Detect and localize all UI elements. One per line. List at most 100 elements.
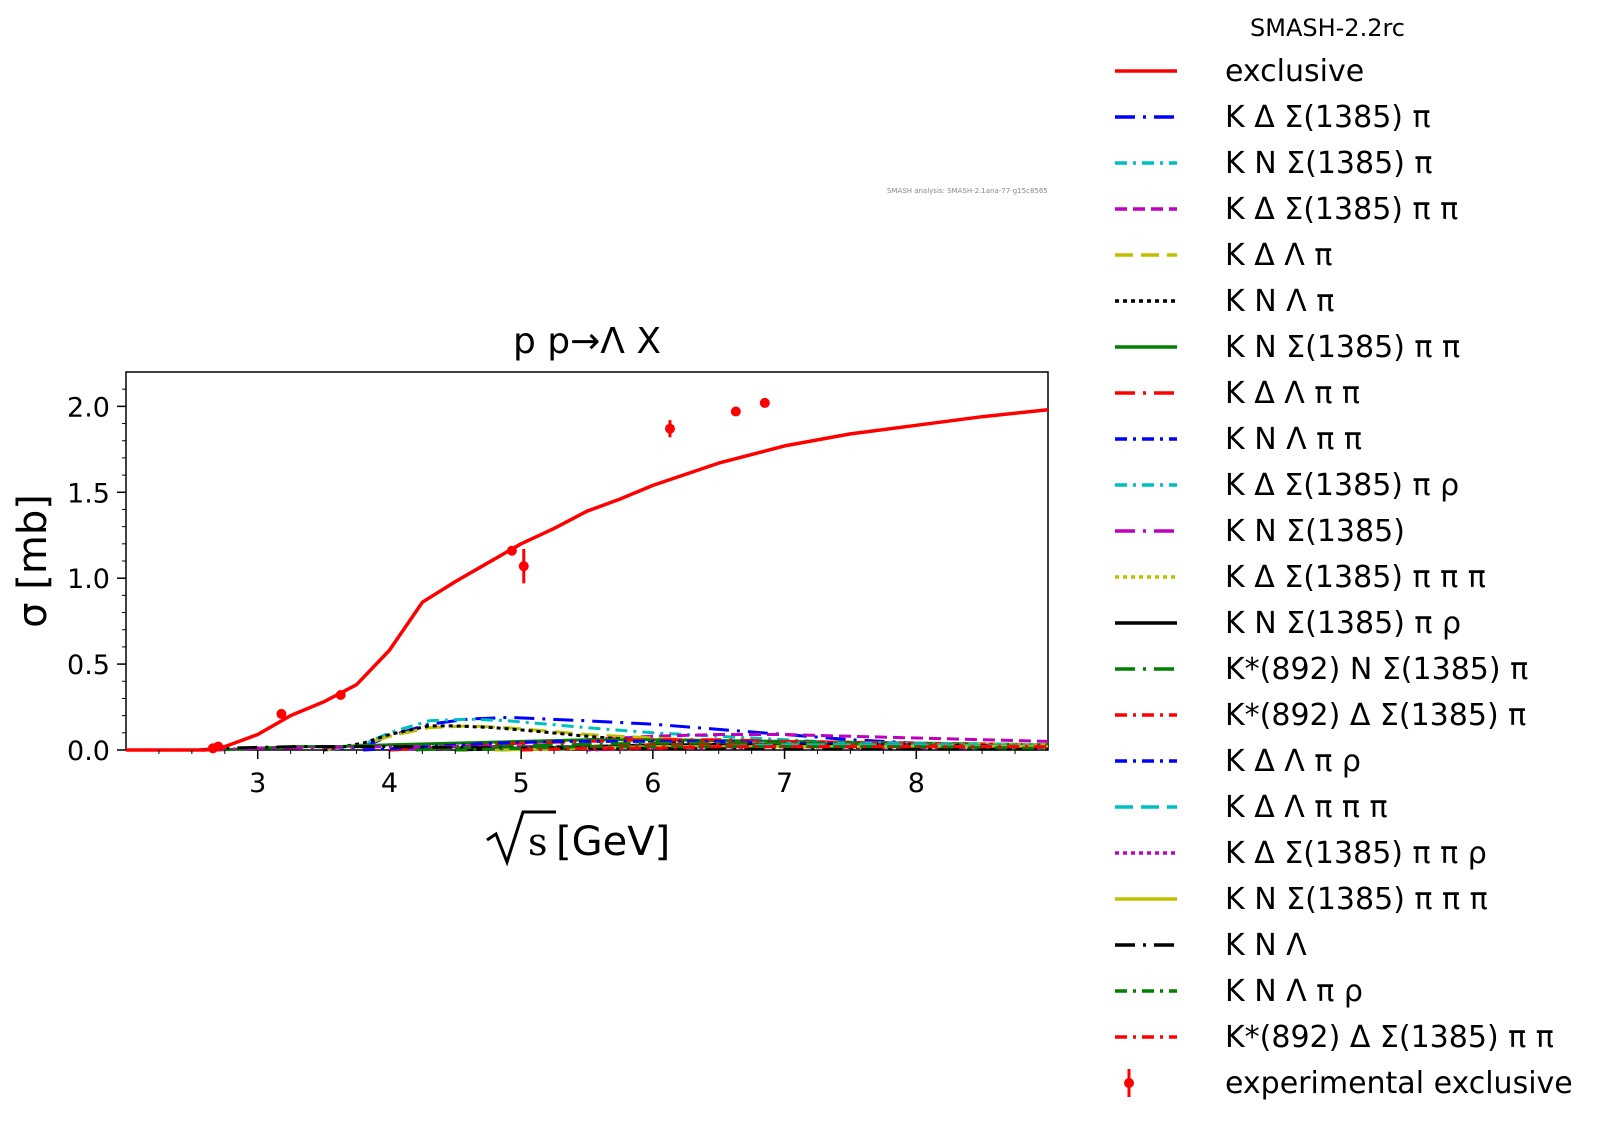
legend-label: K N Σ(1385) π [1225,145,1433,181]
legend-label: K Δ Λ π π π [1225,789,1388,825]
legend-swatch [1124,1069,1134,1097]
legend: SMASH-2.2rc exclusive K Δ Σ(1385) π K N Σ(… [1115,10,1595,1101]
watermark: SMASH analysis: SMASH-2.1ana-77-g15c8565 [887,187,1048,195]
legend-item: K Δ Λ π π [1115,370,1360,416]
x-axis-label-root: s [528,820,548,864]
legend-label: K Δ Λ π ρ [1225,743,1361,779]
experimental-points [207,397,770,754]
legend-swatch [1115,207,1177,211]
series-line [126,408,1049,752]
legend-item: K N Λ π ρ [1115,968,1363,1014]
legend-item: K Δ Σ(1385) π ρ [1115,462,1459,508]
x-tick-label: 6 [644,768,661,799]
plot-area [125,371,1049,754]
legend-item: K Δ Λ π ρ [1115,738,1361,784]
legend-item: experimental exclusive [1115,1060,1573,1106]
legend-label: exclusive [1225,53,1365,89]
sqrt-symbol [486,810,556,867]
legend-swatch [1115,69,1177,73]
legend-swatch [1115,437,1177,441]
legend-label: K Δ Λ π π [1225,375,1360,411]
legend-label: K N Λ π ρ [1225,973,1363,1009]
legend-swatch [1115,759,1177,763]
legend-swatch [1115,483,1177,487]
legend-label: K N Σ(1385) π π π [1225,881,1488,917]
y-tick-label: 0.0 [67,736,110,767]
y-axis-label: σ [mb] [10,494,56,628]
legend-label: K N Σ(1385) [1225,513,1405,549]
series-layer [126,408,1049,752]
legend-item: K N Σ(1385) π ρ [1115,600,1461,646]
legend-swatch [1115,989,1177,993]
legend-item: K Δ Λ π π π [1115,784,1388,830]
legend-title: SMASH-2.2rc [1250,14,1406,42]
legend-item: K Δ Σ(1385) π π ρ [1115,830,1487,876]
data-point [518,561,529,572]
data-point [730,406,741,417]
series-line [198,745,1048,752]
legend-label: K*(892) N Σ(1385) π [1225,651,1529,687]
legend-item: K*(892) N Σ(1385) π [1115,646,1528,692]
legend-label: K*(892) Δ Σ(1385) π π [1225,1019,1554,1055]
legend-item: exclusive [1115,48,1364,94]
legend-item: K N Σ(1385) π [1115,140,1433,186]
legend-item: K N Λ π π [1115,416,1362,462]
chart-title: p p→Λ X [513,321,661,362]
y-tick-label: 2.0 [67,392,110,423]
legend-item: K N Σ(1385) π π [1115,324,1460,370]
data-point [213,741,224,752]
legend-swatch [1115,391,1177,395]
legend-label: K Δ Σ(1385) π ρ [1225,467,1460,503]
x-tick-label: 4 [381,768,398,799]
legend-item: K N Λ [1115,922,1307,968]
x-axis-label: s [GeV] [486,810,670,867]
legend-swatch [1115,851,1177,855]
legend-swatch [1115,253,1177,257]
x-tick-label: 8 [908,768,925,799]
legend-swatch [1115,529,1177,533]
data-point [506,545,517,556]
series-line [323,715,1049,752]
x-axis-label-unit: [GeV] [556,819,670,865]
legend-swatch [1115,575,1177,579]
y-tick-label: 1.0 [67,564,110,595]
legend-label: K N Λ π π [1225,421,1362,457]
legend-label: K Δ Σ(1385) π [1225,99,1431,135]
legend-swatch [1115,345,1177,349]
legend-label: experimental exclusive [1225,1065,1573,1101]
legend-item: K Δ Σ(1385) π π [1115,186,1458,232]
legend-item: K Δ Σ(1385) π [1115,94,1431,140]
legend-item: K N Λ π [1115,278,1334,324]
x-axis: 3 4 5 6 7 8 [158,750,1016,799]
legend-swatch [1115,805,1177,809]
legend-label: K Δ Σ(1385) π π π [1225,559,1486,595]
legend-item: K Δ Λ π [1115,232,1332,278]
series-line [323,724,1049,752]
legend-swatch [1115,115,1177,119]
legend-label: K N Σ(1385) π π [1225,329,1461,365]
legend-label: K N Λ [1225,927,1307,963]
series-line [455,745,1049,752]
legend-label: K Δ Λ π [1225,237,1333,273]
series-line [521,745,1048,752]
legend-swatch [1115,943,1177,947]
legend-swatch-marker [1124,1078,1134,1088]
legend-item: K*(892) Δ Σ(1385) π π [1115,1014,1554,1060]
chart: p p→Λ X SMASH analysis: SMASH-2.1ana-77-… [10,187,1049,867]
legend-swatch [1115,713,1177,717]
legend-item: K*(892) Δ Σ(1385) π [1115,692,1526,738]
data-point [759,397,770,408]
legend-swatch [1115,667,1177,671]
legend-item: K N Σ(1385) [1115,508,1405,554]
x-tick-label: 5 [513,768,530,799]
y-axis: 0.0 0.5 1.0 1.5 2.0 [67,388,126,767]
data-point [276,708,287,719]
legend-swatch [1115,1035,1177,1039]
legend-label: K N Λ π [1225,283,1335,319]
y-tick-label: 1.5 [67,478,110,509]
legend-label: K Δ Σ(1385) π π [1225,191,1459,227]
legend-label: K*(892) Δ Σ(1385) π [1225,697,1527,733]
legend-swatch [1115,161,1177,165]
legend-label: K N Σ(1385) π ρ [1225,605,1462,641]
legend-item: K Δ Σ(1385) π π π [1115,554,1486,600]
